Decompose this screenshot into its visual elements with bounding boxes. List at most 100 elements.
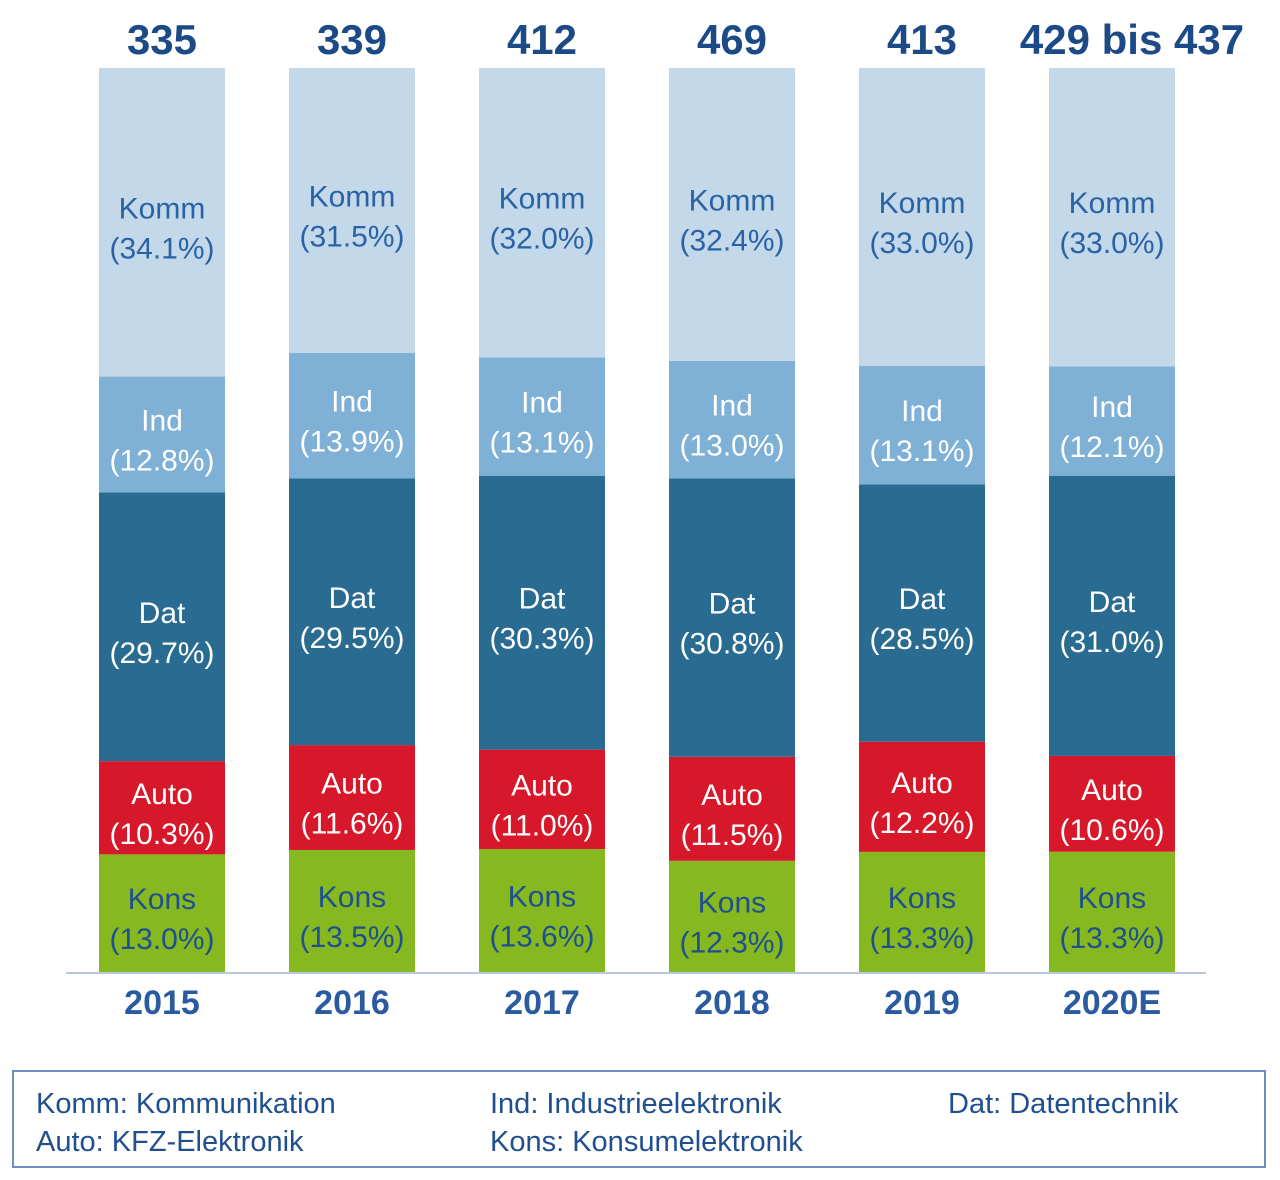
segment-name-label: Ind xyxy=(1091,391,1133,424)
bar-segment-dat xyxy=(479,475,605,750)
bar-segment-ind xyxy=(859,366,985,485)
segment-percent-label: (13.1%) xyxy=(869,435,974,468)
segment-percent-label: (29.7%) xyxy=(109,637,214,670)
bar-segment-auto xyxy=(859,741,985,852)
segment-name-label: Dat xyxy=(709,588,756,621)
bar-segment-komm xyxy=(479,68,605,358)
bar-segment-kons xyxy=(859,851,985,972)
segment-percent-label: (12.2%) xyxy=(869,807,974,840)
legend-ind: Ind: Industrieelektronik xyxy=(490,1088,782,1120)
bar-segment-auto xyxy=(99,761,225,855)
bar-total-label: 429 bis 437 xyxy=(1020,16,1244,63)
bar-segment-kons xyxy=(289,849,415,972)
segment-percent-label: (11.6%) xyxy=(301,808,404,841)
segment-percent-label: (32.4%) xyxy=(679,224,784,257)
bar-total-label: 335 xyxy=(127,16,197,63)
bar-segment-kons xyxy=(99,854,225,972)
legend-komm: Komm: Kommunikation xyxy=(36,1088,336,1120)
segment-percent-label: (11.5%) xyxy=(681,819,784,852)
segment-name-label: Ind xyxy=(141,404,183,437)
segment-percent-label: (13.1%) xyxy=(489,426,594,459)
segment-percent-label: (30.8%) xyxy=(679,628,784,661)
segment-percent-label: (31.0%) xyxy=(1059,626,1164,659)
bar-segment-dat xyxy=(1049,475,1175,756)
legend-dat: Dat: Datentechnik xyxy=(948,1088,1179,1120)
segment-name-label: Komm xyxy=(879,187,966,220)
x-tick-label: 2015 xyxy=(124,984,200,1022)
segment-name-label: Komm xyxy=(1069,187,1156,220)
bar-total-label: 469 xyxy=(697,16,767,63)
stacked-bar-chart: Kons (13.0%) Auto (10.3%) Dat (29.7%) Ind (12.8… xyxy=(66,16,1244,1022)
segment-percent-label: (12.1%) xyxy=(1059,431,1164,464)
segment-name-label: Komm xyxy=(499,183,586,216)
segment-name-label: Dat xyxy=(329,582,376,615)
bar-segment-auto xyxy=(1049,755,1175,852)
legend-kons: Kons: Konsumelektronik xyxy=(490,1126,803,1158)
segment-name-label: Auto xyxy=(1081,774,1143,807)
segment-percent-label: (34.1%) xyxy=(109,232,214,265)
segment-percent-label: (13.6%) xyxy=(489,921,594,954)
segment-name-label: Kons xyxy=(508,881,576,914)
bar-segment-dat xyxy=(289,478,415,746)
segment-percent-label: (31.5%) xyxy=(299,220,404,253)
segment-percent-label: (12.8%) xyxy=(109,444,214,477)
segment-percent-label: (13.3%) xyxy=(869,922,974,955)
segment-name-label: Ind xyxy=(331,386,373,419)
bar-segment-auto xyxy=(479,749,605,850)
bar-segment-ind xyxy=(479,357,605,476)
segment-percent-label: (33.0%) xyxy=(1059,227,1164,260)
bar-segment-auto xyxy=(669,756,795,861)
legend-box: Komm: Kommunikation Ind: Industrieelektr… xyxy=(12,1070,1266,1168)
bar-segment-kons xyxy=(669,860,795,972)
bar-total-label: 413 xyxy=(887,16,957,63)
segment-name-label: Dat xyxy=(139,597,186,630)
x-tick-label: 2017 xyxy=(504,984,580,1022)
segment-name-label: Ind xyxy=(521,386,563,419)
bar-segment-komm xyxy=(669,68,795,361)
segment-name-label: Kons xyxy=(698,886,766,919)
segment-name-label: Kons xyxy=(1078,882,1146,915)
bar-segment-komm xyxy=(289,68,415,353)
bar-total-label: 339 xyxy=(317,16,387,63)
bar-segment-dat xyxy=(99,492,225,762)
bar-total-label: 412 xyxy=(507,16,577,63)
bar-segment-dat xyxy=(859,484,985,742)
segment-name-label: Auto xyxy=(891,767,953,800)
segment-percent-label: (13.0%) xyxy=(109,923,214,956)
x-tick-label: 2016 xyxy=(314,984,390,1022)
segment-name-label: Komm xyxy=(689,184,776,217)
segment-percent-label: (10.3%) xyxy=(109,818,214,851)
segment-percent-label: (13.9%) xyxy=(299,426,404,459)
segment-name-label: Auto xyxy=(511,769,573,802)
segment-percent-label: (28.5%) xyxy=(869,623,974,656)
bar-segment-ind xyxy=(99,376,225,493)
segment-percent-label: (13.5%) xyxy=(299,921,404,954)
segment-name-label: Kons xyxy=(128,883,196,916)
segment-name-label: Ind xyxy=(901,395,943,428)
segment-name-label: Auto xyxy=(701,779,763,812)
segment-percent-label: (10.6%) xyxy=(1059,814,1164,847)
x-tick-label: 2019 xyxy=(884,984,960,1022)
bar-segment-auto xyxy=(289,745,415,850)
segment-percent-label: (13.3%) xyxy=(1059,922,1164,955)
segment-percent-label: (12.3%) xyxy=(679,926,784,959)
bar-segment-ind xyxy=(669,360,795,479)
bar-segment-kons xyxy=(479,849,605,972)
bar-segment-ind xyxy=(1049,366,1175,476)
segment-percent-label: (13.0%) xyxy=(679,430,784,463)
segment-name-label: Komm xyxy=(309,180,396,213)
segment-name-label: Dat xyxy=(899,583,946,616)
x-tick-label: 2020E xyxy=(1063,984,1161,1022)
segment-name-label: Dat xyxy=(519,583,566,616)
segment-name-label: Auto xyxy=(321,768,383,801)
segment-name-label: Auto xyxy=(131,778,193,811)
segment-name-label: Komm xyxy=(119,192,206,225)
segment-percent-label: (11.0%) xyxy=(491,809,594,842)
x-tick-label: 2018 xyxy=(694,984,770,1022)
segment-name-label: Ind xyxy=(711,390,753,423)
segment-percent-label: (29.5%) xyxy=(299,622,404,655)
segment-percent-label: (33.0%) xyxy=(869,227,974,260)
segment-name-label: Kons xyxy=(888,882,956,915)
segment-name-label: Dat xyxy=(1089,586,1136,619)
bar-segment-komm xyxy=(1049,68,1175,367)
